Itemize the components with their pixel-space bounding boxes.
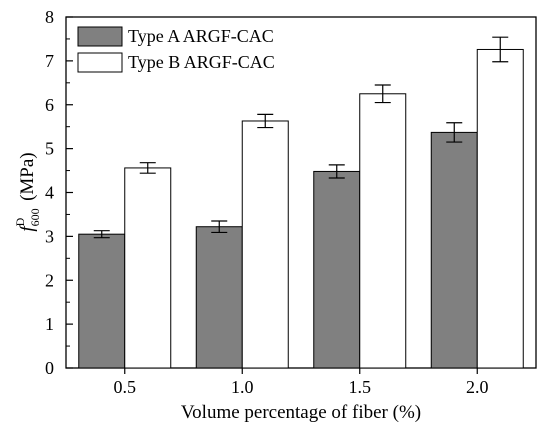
bar [241,120,289,369]
x-tick-label: 0.5 [114,377,137,397]
x-axis-label: Volume percentage of fiber (%) [181,402,421,423]
bar [476,48,524,369]
x-tick-label: 1.0 [231,377,254,397]
bar [359,93,407,369]
bar [313,170,361,369]
y-tick-label: 8 [45,7,54,27]
bar [430,131,478,369]
x-tick-label: 2.0 [466,377,489,397]
legend: Type A ARGF-CAC Type B ARGF-CAC [77,26,275,73]
y-tick-label: 6 [45,95,54,115]
legend-swatch-type-b [77,52,123,73]
bar [124,167,172,369]
y-tick-label: 2 [45,270,54,290]
legend-label-type-a: Type A ARGF-CAC [128,26,274,46]
ticks-layer: 0.5 1.0 1.5 2.0 0 1 2 3 4 5 6 7 8 [45,7,489,397]
y-tick-label: 3 [45,226,54,246]
bars-layer [78,36,524,369]
y-tick-label: 1 [45,314,54,334]
legend-label-type-b: Type B ARGF-CAC [128,52,275,72]
legend-swatch-type-a [77,26,123,47]
bar [78,233,126,369]
x-tick-label: 1.5 [349,377,372,397]
y-tick-label: 7 [45,51,54,71]
y-tick-label: 0 [45,358,54,378]
y-tick-label: 5 [45,139,54,159]
y-axis-label: f600D (MPa) [13,152,42,231]
bar [195,226,243,369]
y-tick-label: 4 [45,183,54,203]
